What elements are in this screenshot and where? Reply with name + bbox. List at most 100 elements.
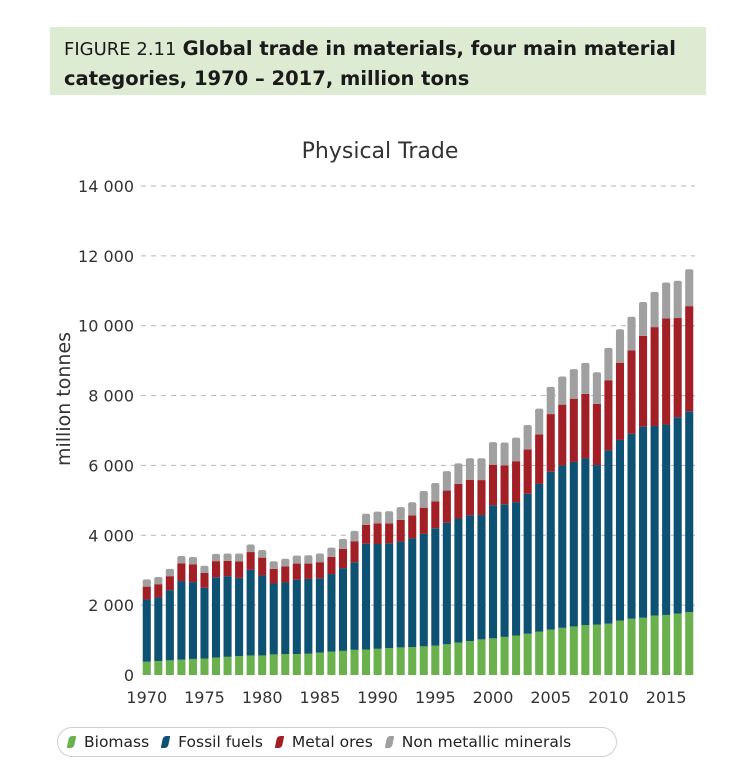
bar-cap [627, 316, 636, 322]
physical-trade-chart: Physical Trade million tonnes 0 2 000 4 00… [53, 139, 695, 707]
bar-segment [327, 574, 336, 652]
bar-segment [512, 439, 521, 462]
bar-segment [338, 568, 348, 651]
bar-cap [396, 507, 405, 513]
bar-segment [488, 464, 498, 506]
bar-segment [673, 613, 682, 675]
bar-cap [465, 458, 474, 464]
bar-segment [662, 424, 671, 615]
bar-segment [258, 655, 267, 675]
y-tick-label: 0 [124, 666, 134, 685]
y-tick-label: 2 000 [88, 596, 134, 615]
bar-cap [269, 561, 278, 567]
bar-cap [581, 362, 590, 368]
bar-segment [442, 490, 451, 523]
bar-segment [673, 282, 682, 319]
bar-cap [615, 329, 625, 335]
bar-segment [315, 555, 324, 563]
bar-segment [431, 484, 440, 502]
bar-segment [581, 625, 590, 675]
bar-cap [281, 558, 290, 564]
bar-segment [488, 444, 498, 465]
bar-segment [327, 549, 336, 557]
bar-segment [211, 657, 221, 675]
bar-segment [523, 449, 532, 494]
bar-segment [396, 509, 405, 520]
bar-segment [350, 649, 359, 675]
bar-segment [615, 362, 625, 440]
bar-segment [523, 633, 532, 675]
y-tick-label: 14 000 [78, 177, 134, 196]
bar-segment [373, 513, 382, 524]
bar-segment [408, 515, 417, 539]
bar-segment [523, 493, 532, 634]
bar-segment [269, 583, 278, 655]
bar-segment [315, 562, 324, 579]
bar-segment [546, 629, 555, 675]
bar-segment [477, 639, 486, 675]
bar-segment [488, 638, 498, 675]
bar-segment [500, 504, 509, 637]
bar-segment [235, 656, 244, 675]
bar-segment [592, 403, 601, 466]
bar-segment [569, 371, 578, 399]
bar-segment [396, 647, 405, 675]
bar-cap [154, 576, 163, 582]
bar-segment [419, 507, 428, 534]
bar-segment [269, 654, 278, 675]
bar-segment [281, 566, 290, 583]
bar-cap [488, 442, 498, 448]
bar-segment [188, 564, 197, 583]
bar-segment [477, 460, 486, 481]
bar-cap [211, 553, 221, 559]
bar-segment [304, 578, 313, 654]
bar-segment [592, 624, 601, 675]
y-tick-label: 10 000 [78, 317, 134, 336]
bar-segment [512, 635, 521, 675]
bar-cap [304, 555, 313, 561]
bar-segment [615, 620, 625, 675]
bar-segment [685, 271, 694, 307]
bar-segment [639, 617, 648, 675]
bar-segment [154, 597, 163, 662]
x-tick-label: 1995 [415, 688, 456, 707]
bar-segment [592, 374, 601, 404]
bar-segment [211, 561, 221, 578]
bar-segment [581, 458, 590, 626]
bar-segment [200, 573, 209, 588]
bar-segment [627, 318, 636, 351]
bar-segment [154, 661, 163, 675]
bar-segment [304, 653, 313, 675]
bar-segment [488, 505, 498, 639]
bar-segment [442, 522, 451, 645]
bar-cap [223, 553, 232, 559]
y-tick-label: 12 000 [78, 247, 134, 266]
bar-segment [650, 615, 659, 675]
bar-cap [442, 471, 451, 477]
bar-cap [535, 408, 544, 414]
bar-segment [362, 515, 371, 525]
bar-cap [408, 502, 417, 508]
bar-segment [142, 599, 151, 662]
bar-segment [258, 557, 267, 576]
bar-segment [177, 659, 186, 675]
bar-segment [419, 533, 428, 647]
bar-segment [246, 569, 255, 656]
bar-segment [281, 582, 290, 655]
figure-caption: FIGURE 2.11 Global trade in materials, f… [50, 27, 706, 95]
x-tick-label: 2000 [473, 688, 514, 707]
bar-segment [165, 660, 174, 675]
bar-segment [546, 388, 555, 415]
x-tick-label: 2005 [530, 688, 571, 707]
figure-title-line1: Global trade in materials, four main mat… [182, 37, 676, 60]
bar-segment [385, 513, 394, 524]
legend-swatch-non-metallic-minerals-icon [384, 736, 395, 748]
bar-cap [639, 302, 648, 308]
bar-segment [465, 460, 474, 480]
legend-label: Biomass [84, 733, 150, 751]
bar-segment [408, 647, 417, 675]
x-tick-label: 1990 [357, 688, 398, 707]
bar-segment [581, 393, 590, 459]
bar-segment [442, 644, 451, 675]
bar-segment [385, 648, 394, 675]
